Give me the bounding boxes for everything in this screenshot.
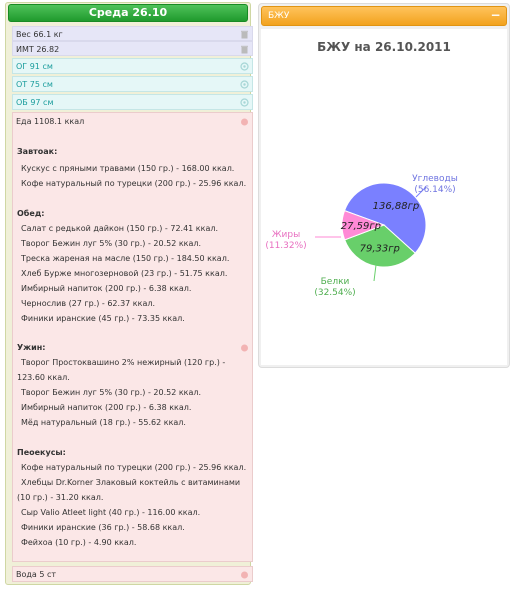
food-item[interactable]: Финики иранские (45 гр.) - 73.35 ккал. <box>21 314 185 323</box>
day-title[interactable]: Среда 26.10 <box>8 4 248 22</box>
slice-value-label: 27,59гр <box>341 221 381 232</box>
food-item[interactable]: Хлебцы Dr.Korner Злаковый коктейль с вит… <box>21 478 241 487</box>
food-item[interactable]: Фейхоа (10 гр.) - 4.90 ккал. <box>21 538 137 547</box>
bmi-row[interactable]: ИМТ 26.82 <box>12 41 253 56</box>
slice-value-label: 136,88гр <box>373 201 420 212</box>
section-title-breakfast: Завтоак: <box>17 147 58 156</box>
food-item[interactable]: Хлеб Бурже многозерновой (23 гр.) - 51.7… <box>21 269 228 278</box>
trash-icon[interactable] <box>240 45 249 54</box>
bmi-label: ИМТ 26.82 <box>16 45 60 54</box>
pie-chart: 136,88гр 79,33гр 27,59гр Углеводы(56.14%) Бе… <box>265 174 458 298</box>
food-item[interactable]: Финики иранские (36 гр.) - 58.68 ккал. <box>21 523 185 532</box>
weight-label: Вес 66.1 кг <box>16 30 63 39</box>
glass-icon[interactable] <box>240 570 249 579</box>
food-item[interactable]: Кускус с пряными травами (150 гр.) - 168… <box>21 164 235 173</box>
food-item[interactable]: Мёд натуральный (18 гр.) - 55.62 ккал. <box>21 418 186 427</box>
ob-row[interactable]: ОБ 97 см <box>12 94 253 110</box>
slice-percent-label: (56.14%) <box>414 185 455 195</box>
section-title-snacks: Пеоекусы: <box>17 448 66 457</box>
slice-percent-label: (32.54%) <box>314 288 355 298</box>
slice-name-label: Белки <box>321 277 350 287</box>
water-label: Вода 5 ст <box>16 570 57 579</box>
leader-line <box>373 264 377 282</box>
section-title-lunch: Обед: <box>17 209 45 218</box>
food-item[interactable]: Творог Бежин луг 5% (30 гр.) - 20.52 кка… <box>21 239 202 248</box>
ot-row[interactable]: ОТ 75 см <box>12 76 253 92</box>
trash-icon[interactable] <box>240 30 249 39</box>
food-item[interactable]: Чернослив (27 гр.) - 62.37 ккал. <box>21 299 156 308</box>
pie-slice <box>341 210 386 241</box>
og-label: ОГ 91 см <box>16 62 53 71</box>
food-item[interactable]: Имбирный напиток (200 гр.) - 6.38 ккал. <box>21 284 192 293</box>
food-total: Еда 1108.1 ккал <box>16 117 85 126</box>
food-item[interactable]: Салат с редькой дайкон (150 гр.) - 72.41… <box>21 224 219 233</box>
slice-percent-label: (11.32%) <box>265 241 306 251</box>
og-row[interactable]: ОГ 91 см <box>12 58 253 74</box>
slice-name-label: Жиры <box>272 230 300 240</box>
ob-label: ОБ 97 см <box>16 98 54 107</box>
food-item[interactable]: Сыр Valio Atleet light (40 гр.) - 116.00… <box>21 508 201 517</box>
tape-measure-icon[interactable] <box>240 98 249 107</box>
slice-value-label: 79,33гр <box>360 244 400 255</box>
food-item[interactable]: Треска жареная на масле (150 гр.) - 184.… <box>21 254 230 263</box>
pie-slice <box>343 182 427 254</box>
food-item-continued: 123.60 ккал. <box>17 373 70 382</box>
bju-header-title: БЖУ <box>268 11 290 21</box>
apple-icon[interactable] <box>240 117 249 126</box>
food-item[interactable]: Кофе натуральный по турецки (200 гр.) - … <box>21 179 247 188</box>
weight-row[interactable]: Вес 66.1 кг <box>12 26 253 41</box>
chart-title: БЖУ на 26.10.2011 <box>317 40 451 54</box>
food-item[interactable]: Имбирный напиток (200 гр.) - 6.38 ккал. <box>21 403 192 412</box>
leader-line <box>415 186 427 198</box>
apple-icon[interactable] <box>240 343 249 352</box>
day-panel: Среда 26.10 Вес 66.1 кг ИМТ 26.82 ОГ 91 … <box>5 2 253 585</box>
ot-label: ОТ 75 см <box>16 80 53 89</box>
slice-name-label: Углеводы <box>412 174 458 184</box>
food-block[interactable]: Еда 1108.1 ккал Завтоак: Кускус с пряным… <box>12 112 253 562</box>
bju-header[interactable]: БЖУ − <box>261 6 507 26</box>
water-row[interactable]: Вода 5 ст <box>12 566 253 582</box>
food-item[interactable]: Кофе натуральный по турецки (200 гр.) - … <box>21 463 247 472</box>
bju-chart-area: БЖУ на 26.10.2011 136,88гр 79,33гр 27,59гр… <box>261 29 507 365</box>
food-item[interactable]: Творог Бежин луг 5% (30 гр.) - 20.52 кка… <box>21 388 202 397</box>
tape-measure-icon[interactable] <box>240 80 249 89</box>
tape-measure-icon[interactable] <box>240 62 249 71</box>
section-title-dinner: Ужин: <box>17 343 46 352</box>
minus-icon[interactable]: − <box>490 8 501 22</box>
food-item-continued: (10 гр.) - 31.20 ккал. <box>17 493 104 502</box>
food-item[interactable]: Творог Простоквашино 2% нежирный (120 гр… <box>21 358 226 367</box>
bju-panel: БЖУ − БЖУ на 26.10.2011 136,88гр 79,33гр 2… <box>258 3 510 368</box>
